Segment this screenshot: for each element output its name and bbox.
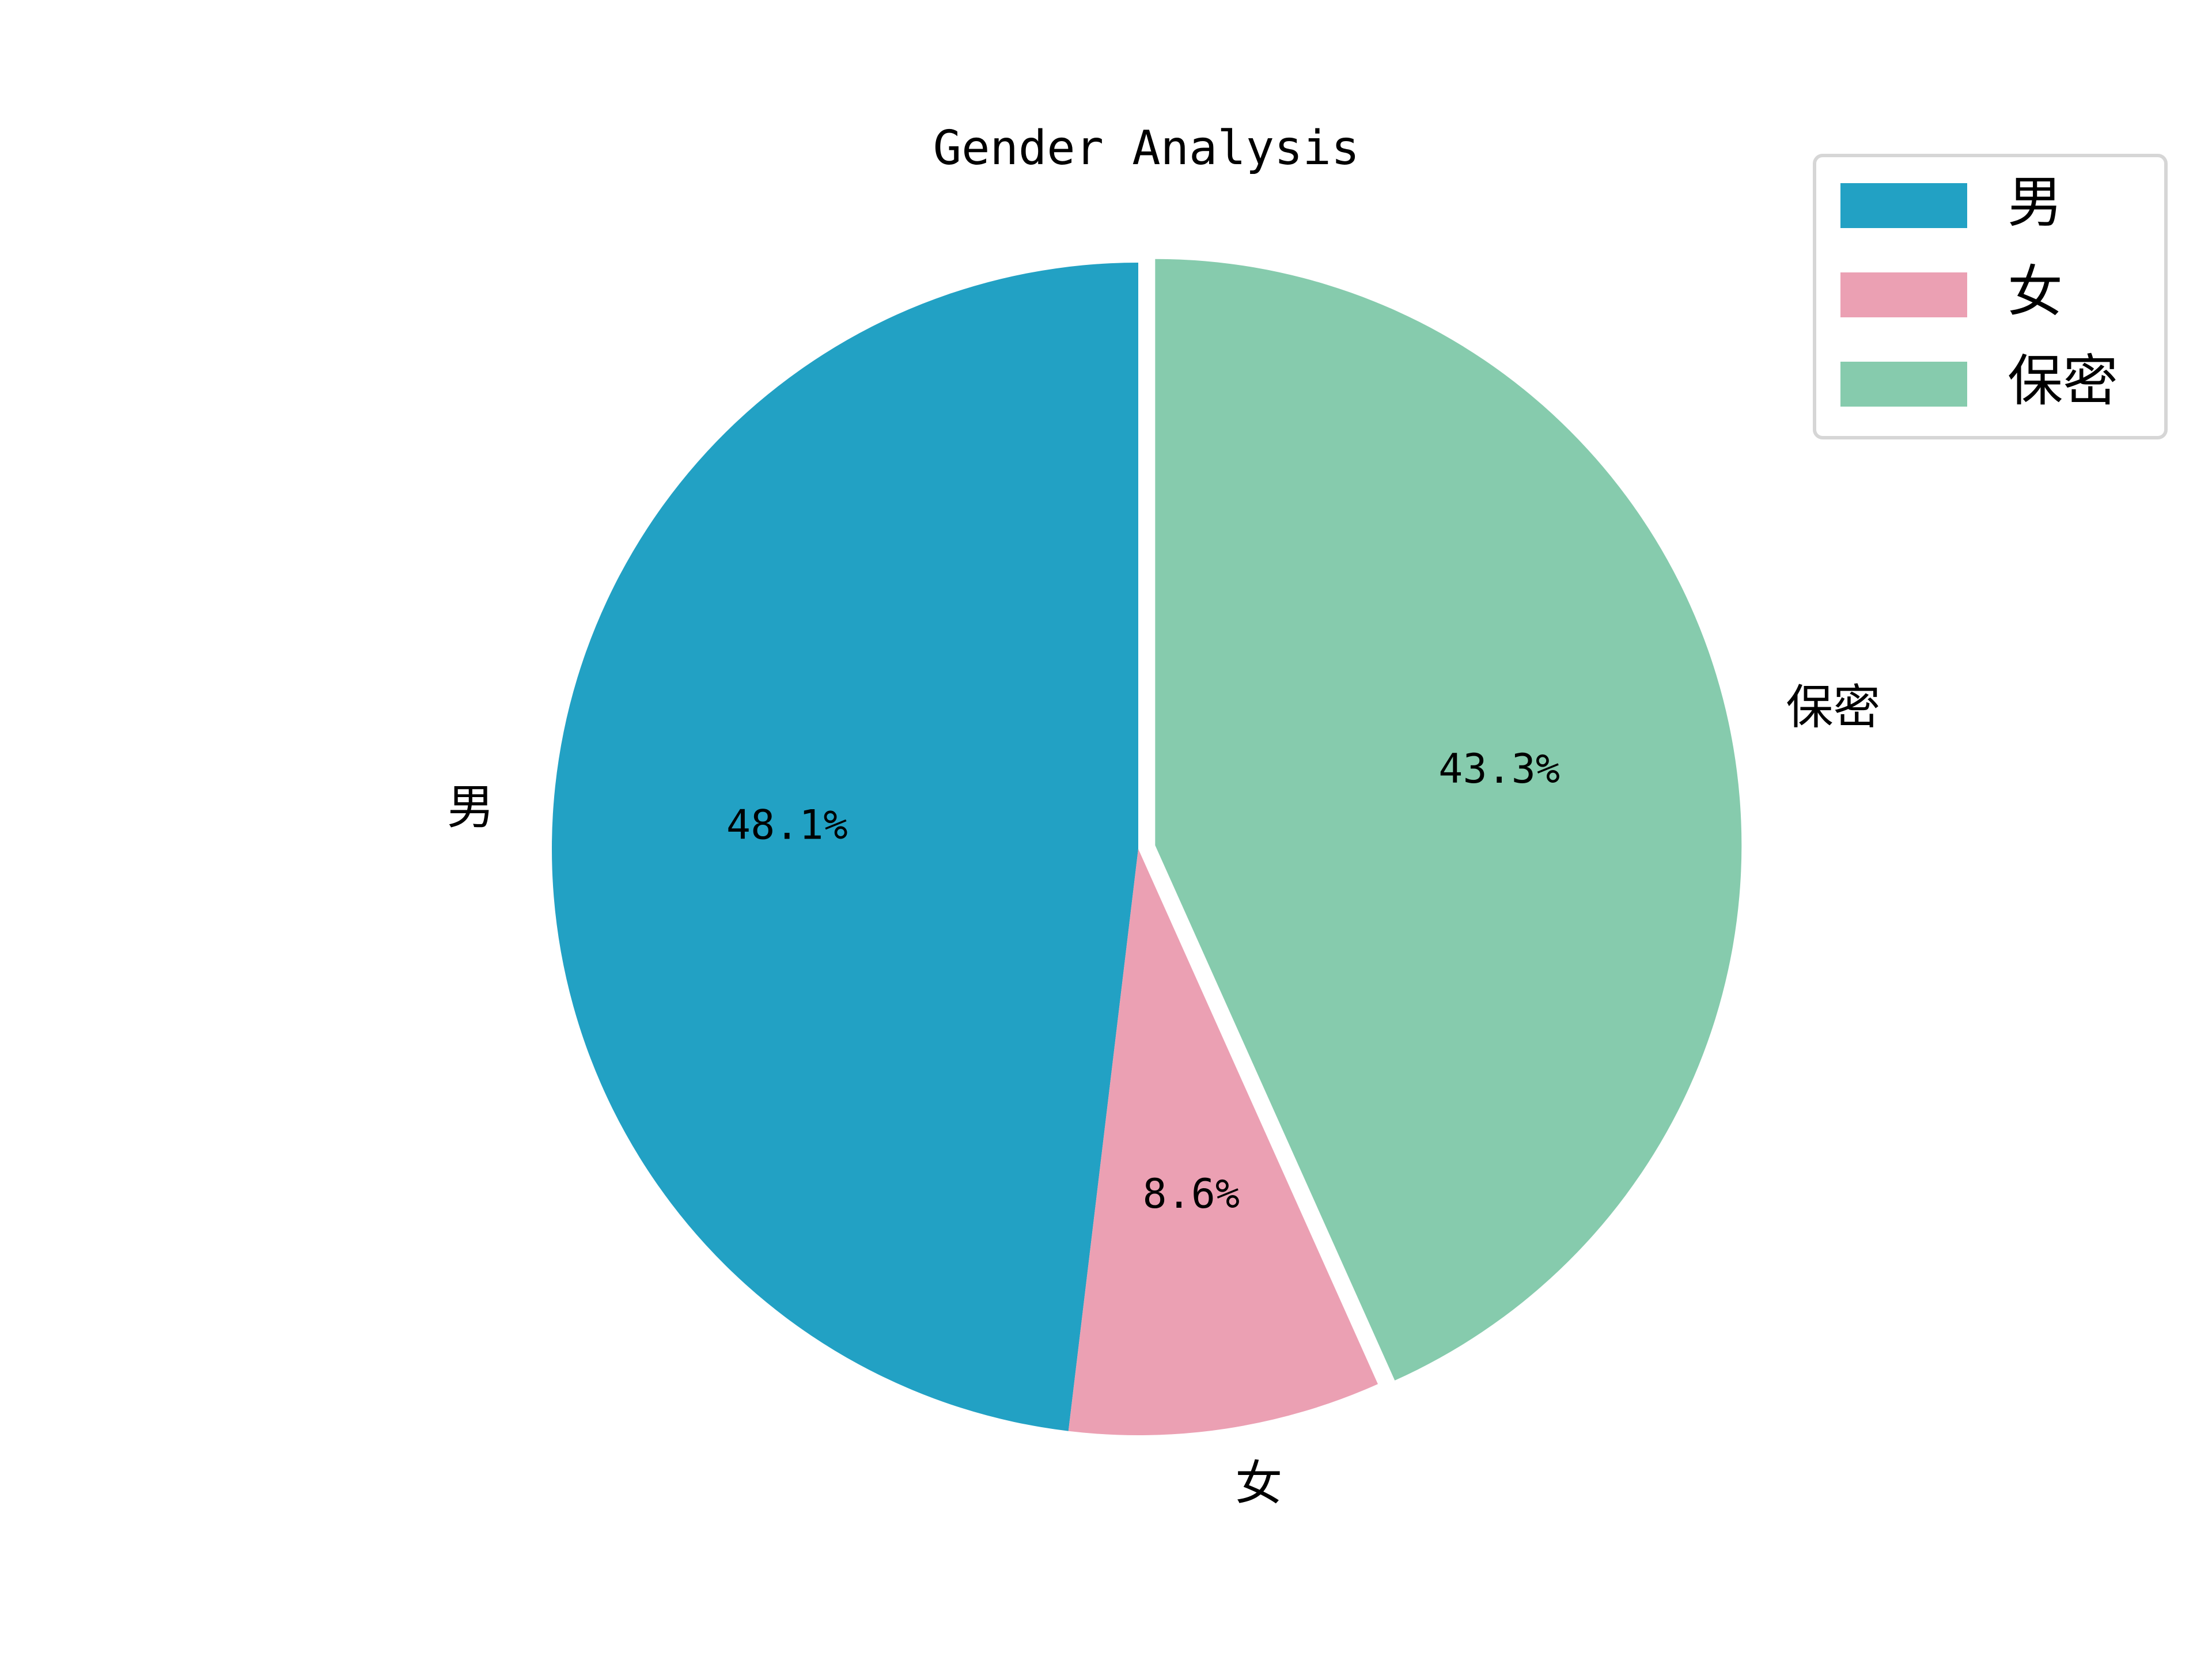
pie-percent-label: 8.6% [1142,1170,1240,1218]
legend-swatch [1840,362,1967,407]
pie-labels: 48.1% 男 8.6% 女 43.3% 保密 [447,680,1880,1511]
pie-category-label: 保密 [1786,680,1880,735]
legend-swatch [1840,183,1967,228]
pie-slice-1 [552,263,1138,1431]
legend-label: 女 [2008,259,2063,324]
pie-slice-3 [1155,259,1742,1381]
pie-slice-2 [1068,849,1378,1435]
chart-title: Gender Analysis [933,121,1360,176]
pie-slices [552,259,1742,1435]
legend-swatch [1840,272,1967,317]
legend-label: 男 [2008,170,2063,234]
pie-percent-label: 43.3% [1438,745,1560,792]
pie-category-label: 男 [447,780,494,835]
pie-percent-label: 48.1% [726,802,848,849]
pie-category-label: 女 [1235,1457,1282,1511]
legend-label: 保密 [2008,348,2118,413]
